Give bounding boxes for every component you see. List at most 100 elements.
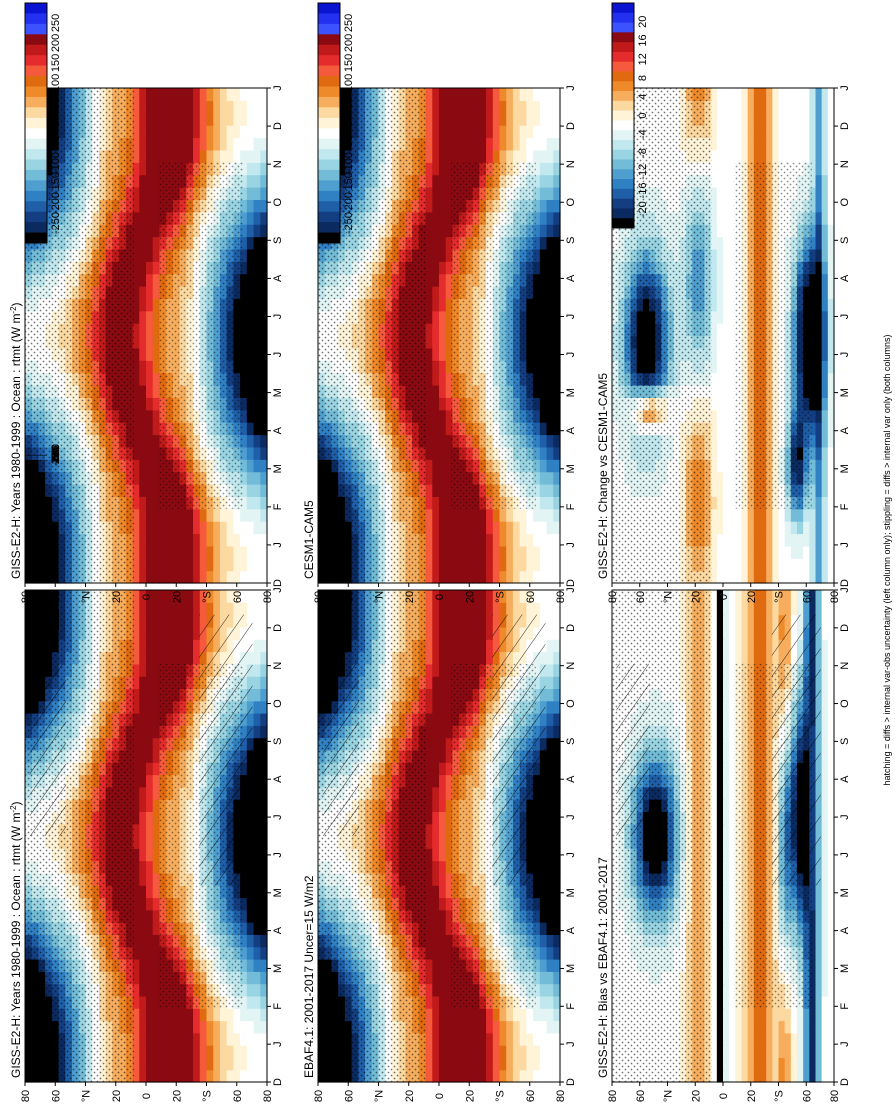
heatmap-cell bbox=[246, 521, 255, 535]
heatmap-cell bbox=[553, 762, 561, 776]
heatmap-cell bbox=[432, 799, 440, 812]
heatmap-cell bbox=[132, 125, 140, 139]
heatmap-cell bbox=[439, 626, 447, 640]
heatmap-cell bbox=[260, 590, 268, 603]
heatmap-cell bbox=[139, 471, 147, 485]
heatmap-cell bbox=[445, 848, 454, 862]
heatmap-cell bbox=[439, 676, 447, 689]
heatmap-cell bbox=[152, 823, 161, 837]
heatmap-cell bbox=[260, 88, 268, 101]
heatmap-cell bbox=[146, 422, 154, 436]
heatmap-cell bbox=[492, 1057, 501, 1071]
heatmap-cell bbox=[146, 713, 154, 726]
heatmap-cell bbox=[432, 676, 440, 689]
heatmap-cell bbox=[546, 1020, 554, 1034]
heatmap-cell bbox=[132, 298, 140, 312]
heatmap-cell bbox=[439, 983, 447, 997]
heatmap-cell bbox=[425, 533, 433, 547]
heatmap-cell bbox=[240, 335, 248, 349]
heatmap-cell bbox=[206, 533, 214, 547]
heatmap-cell bbox=[213, 137, 221, 151]
heatmap-cell bbox=[539, 1069, 548, 1083]
heatmap-cell bbox=[152, 1032, 161, 1046]
heatmap-cell bbox=[132, 1020, 140, 1034]
heatmap-cell bbox=[246, 286, 255, 299]
heatmap-cell bbox=[439, 533, 447, 547]
heatmap-cell bbox=[166, 1032, 174, 1046]
heatmap-cell bbox=[533, 1032, 541, 1046]
heatmap-cell bbox=[132, 626, 140, 640]
heatmap-cell bbox=[432, 860, 440, 874]
heatmap-cell bbox=[139, 700, 147, 714]
heatmap-cell bbox=[179, 1008, 187, 1022]
heatmap-cell bbox=[539, 459, 548, 473]
heatmap-cell bbox=[193, 1020, 201, 1034]
heatmap-cell bbox=[260, 162, 268, 176]
heatmap-cell bbox=[526, 558, 534, 572]
heatmap-cell bbox=[533, 521, 541, 535]
heatmap-cell bbox=[146, 100, 154, 114]
heatmap-cell bbox=[240, 162, 248, 176]
heatmap-cell bbox=[445, 639, 454, 653]
heatmap-cell bbox=[519, 1020, 527, 1034]
heatmap-cell bbox=[472, 590, 480, 603]
heatmap-cell bbox=[233, 545, 241, 559]
heatmap-cell bbox=[260, 811, 268, 825]
heatmap-cell bbox=[246, 590, 255, 603]
heatmap-cell bbox=[526, 590, 534, 603]
heatmap-cell bbox=[439, 446, 447, 460]
heatmap-cell bbox=[139, 360, 147, 374]
heatmap-cell bbox=[213, 558, 221, 572]
heatmap-cell bbox=[132, 639, 140, 653]
heatmap-cell bbox=[132, 137, 140, 151]
heatmap-cell bbox=[445, 533, 454, 547]
heatmap-cell bbox=[553, 602, 561, 616]
heatmap-cell bbox=[253, 1008, 261, 1022]
heatmap-cell bbox=[452, 521, 460, 535]
heatmap-cell bbox=[233, 1045, 241, 1058]
heatmap-cell bbox=[512, 508, 521, 522]
heatmap-cell bbox=[519, 545, 527, 559]
heatmap-cell bbox=[539, 545, 548, 559]
heatmap-cell bbox=[132, 459, 140, 473]
x-tick-label: J bbox=[272, 542, 284, 548]
heatmap-cell bbox=[479, 602, 487, 616]
heatmap-cell bbox=[132, 1032, 140, 1046]
heatmap-cell bbox=[139, 885, 147, 899]
heatmap-cell bbox=[152, 112, 161, 126]
heatmap-cell bbox=[132, 199, 140, 213]
heatmap-cell bbox=[199, 521, 208, 535]
heatmap-cell bbox=[439, 663, 447, 677]
heatmap-cell bbox=[425, 922, 433, 935]
heatmap-cell bbox=[152, 261, 161, 275]
heatmap-cell bbox=[425, 545, 433, 559]
heatmap-cell bbox=[432, 737, 440, 751]
heatmap-cell bbox=[219, 602, 228, 616]
heatmap-cell bbox=[452, 602, 460, 616]
heatmap-cell bbox=[186, 137, 194, 151]
heatmap-cell bbox=[465, 545, 474, 559]
heatmap-cell bbox=[226, 521, 234, 535]
heatmap-cell bbox=[132, 397, 140, 411]
heatmap-cell bbox=[146, 397, 154, 411]
heatmap-cell bbox=[213, 1032, 221, 1046]
heatmap-cell bbox=[219, 1069, 228, 1083]
heatmap-cell bbox=[260, 347, 268, 361]
heatmap-cell bbox=[240, 261, 248, 275]
heatmap-cell bbox=[166, 521, 174, 535]
heatmap-cell bbox=[139, 162, 147, 176]
heatmap-cell bbox=[479, 508, 487, 522]
heatmap-cell bbox=[260, 286, 268, 299]
heatmap-cell bbox=[253, 347, 261, 361]
heatmap-cell bbox=[246, 248, 255, 262]
heatmap-cell bbox=[206, 1020, 214, 1034]
heatmap-cell bbox=[432, 934, 440, 948]
heatmap-cell bbox=[132, 836, 140, 849]
heatmap-cell bbox=[445, 1045, 454, 1058]
heatmap-cell bbox=[132, 236, 140, 250]
heatmap-cell bbox=[139, 713, 147, 726]
heatmap-cell bbox=[139, 397, 147, 411]
heatmap-cell bbox=[533, 558, 541, 572]
y-tick-label: °S bbox=[202, 591, 214, 603]
heatmap-cell bbox=[553, 823, 561, 837]
